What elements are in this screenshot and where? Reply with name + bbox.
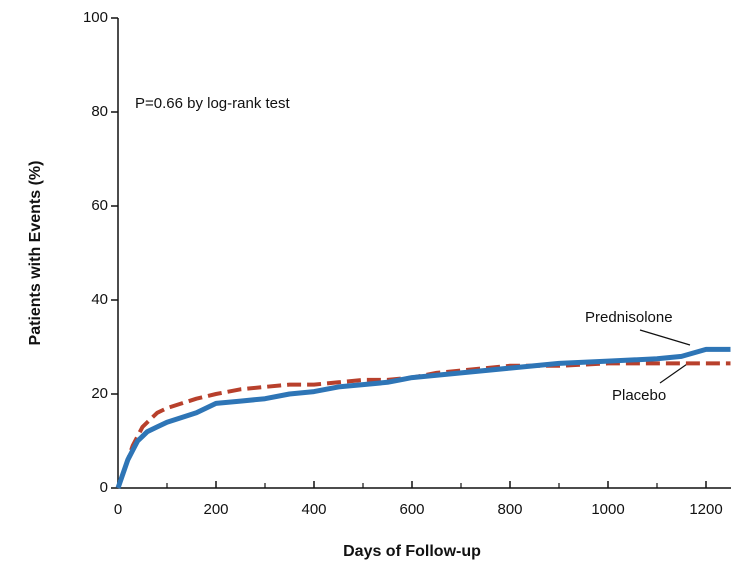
y-tick-label: 40 xyxy=(91,291,108,308)
leader-line xyxy=(639,329,691,346)
y-tick-label: 80 xyxy=(91,103,108,120)
x-tick-label: 1200 xyxy=(689,501,722,518)
x-tick-label: 600 xyxy=(399,501,424,518)
x-tick-label: 0 xyxy=(114,501,122,518)
x-tick-label: 400 xyxy=(301,501,326,518)
y-tick-label: 100 xyxy=(83,9,108,26)
x-tick-label: 1000 xyxy=(591,501,624,518)
series-label: Prednisolone xyxy=(585,309,673,326)
x-axis-label: Days of Follow-up xyxy=(343,543,481,560)
annotation: P=0.66 by log-rank test xyxy=(135,95,291,112)
series-line xyxy=(115,346,731,489)
y-tick-label: 0 xyxy=(100,479,108,496)
y-axis-label: Patients with Events (%) xyxy=(27,161,44,346)
x-tick-label: 800 xyxy=(497,501,522,518)
leader-line xyxy=(659,361,691,384)
series-line xyxy=(116,361,731,489)
series-label: Placebo xyxy=(612,387,666,404)
y-tick-label: 60 xyxy=(91,197,108,214)
y-tick-label: 20 xyxy=(91,385,108,402)
x-tick-label: 200 xyxy=(203,501,228,518)
